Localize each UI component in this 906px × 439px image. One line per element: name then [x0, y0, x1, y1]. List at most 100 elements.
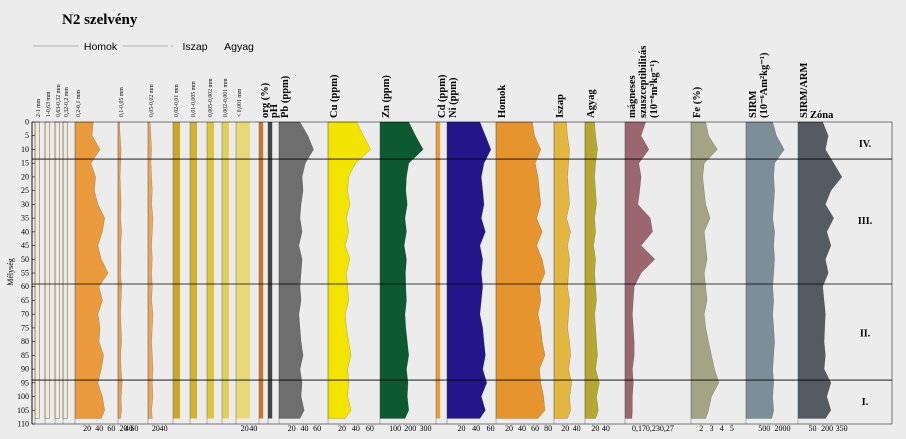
column-9: 0,005-0,002 mm	[206, 78, 214, 424]
x-tick-label: 40	[518, 424, 526, 433]
column-label: 1-0,63 mm	[46, 91, 52, 117]
profile-area	[690, 121, 720, 419]
column-label: 0,63-0,32 mm	[56, 84, 62, 117]
column-6: 0,05-0,02 mm 20 40	[147, 84, 168, 433]
group-label-bg	[217, 39, 261, 51]
column-label: Zn (ppm)	[381, 75, 392, 118]
column-10: 0,002-0,001 mm	[221, 78, 229, 424]
x-tick-label: 50	[809, 424, 817, 433]
group-label-bg	[78, 39, 123, 51]
column-7: 0,02-0,01 mm	[172, 84, 180, 424]
profile-area	[147, 121, 154, 419]
x-tick-label: 20	[458, 424, 466, 433]
column-19: Homok 20 40 60 80	[495, 85, 552, 433]
column-18: Ni (ppm) 20 40 60	[446, 77, 495, 433]
column-3: 0,32-0,2 mm	[62, 87, 70, 424]
x-tick-label: 60	[531, 424, 539, 433]
column-label: Fe (%)	[692, 86, 703, 118]
zone-header: Zóna	[810, 110, 834, 121]
profile-bar	[222, 122, 229, 419]
profile-bar	[259, 122, 264, 419]
column-label: 0,32-0,2 mm	[64, 87, 70, 117]
y-tick-label: 70	[21, 310, 29, 319]
y-tick-label: 75	[21, 323, 29, 332]
profile-bar	[44, 121, 50, 419]
x-tick-label: 40	[300, 424, 308, 433]
profile-area	[495, 121, 546, 419]
x-tick-label: 20	[241, 424, 249, 433]
y-tick-label: 10	[21, 145, 29, 154]
y-tick-label: 95	[21, 378, 29, 387]
column-label: 0,005-0,002 mm	[208, 78, 214, 117]
column-label: mágneses	[627, 75, 638, 118]
column-label: pH	[269, 104, 280, 118]
x-tick-label: 0,27	[660, 424, 674, 433]
column-13: pH	[267, 104, 280, 424]
x-tick-label: 20	[152, 424, 160, 433]
chart-title: N2 szelvény	[62, 12, 138, 28]
column-14: Pb (ppm) 20 40 60	[278, 75, 321, 433]
x-tick-label: 60	[107, 424, 115, 433]
x-tick-label: 3	[709, 424, 713, 433]
x-tick-label: 200	[821, 424, 833, 433]
column-label: Homok	[497, 85, 508, 118]
x-tick-label: 4	[720, 424, 724, 433]
x-tick-label: 20	[338, 424, 346, 433]
column-label: 0,002-0,001 mm	[223, 78, 229, 117]
x-tick-label: 500	[758, 424, 770, 433]
profile-area	[584, 121, 600, 419]
column-label: 0,1-0,05 mm	[119, 87, 125, 117]
x-tick-label: 40	[352, 424, 360, 433]
column-15: Cu (ppm) 20 40 60	[327, 74, 374, 433]
x-tick-label: 20	[83, 424, 91, 433]
y-tick-label: 0	[25, 118, 29, 127]
profile-area	[74, 121, 109, 419]
x-tick-label: 5	[730, 424, 734, 433]
x-tick-label: 0,17	[632, 424, 646, 433]
x-tick-label: 20	[288, 424, 296, 433]
column-label: 0,2-0,1 mm	[76, 90, 82, 117]
column-label: 2-1 mm	[36, 98, 42, 117]
column-22: mágneses szuszceptibilitás (10⁻⁸m³kg⁻¹) 0,1…	[624, 46, 674, 433]
y-tick-label: 65	[21, 296, 29, 305]
column-12: org (%)	[258, 82, 271, 424]
x-tick-label: 300	[419, 424, 431, 433]
x-tick-label: 40	[472, 424, 480, 433]
y-tick-label: 50	[21, 255, 29, 264]
column-label: szuszceptibilitás	[638, 46, 649, 118]
y-tick-label: 100	[17, 392, 29, 401]
y-tick-label: 25	[21, 186, 29, 195]
profile-bar	[436, 122, 441, 419]
x-tick-label: 40	[249, 424, 257, 433]
profile-area	[446, 121, 492, 419]
profile-area	[117, 121, 123, 419]
column-label: SIRM/ARM	[799, 62, 810, 118]
column-4: 0,2-0,1 mm 20 40 60	[74, 90, 115, 433]
zone-label: IV.	[859, 139, 872, 150]
y-tick-label: 30	[21, 200, 29, 209]
profile-area	[327, 121, 371, 419]
y-tick-label: 60	[21, 282, 29, 291]
y-tick-label: 90	[21, 365, 29, 374]
x-tick-label: 0,23	[646, 424, 660, 433]
x-tick-label: 60	[130, 424, 138, 433]
column-label: 0,02-0,01 mm	[174, 84, 180, 117]
x-tick-label: 20	[591, 424, 599, 433]
y-tick-label: 35	[21, 214, 29, 223]
zone-label: II.	[860, 328, 871, 339]
column-21: Agyag 20 40	[584, 89, 610, 433]
x-tick-label: 40	[95, 424, 103, 433]
x-tick-label: 350	[836, 424, 848, 433]
column-1: 1-0,63 mm	[44, 91, 52, 424]
column-label: 0,01-0,005 mm	[191, 81, 197, 117]
x-tick-label: 60	[313, 424, 321, 433]
profile-bar	[54, 121, 60, 419]
profile-area	[797, 121, 843, 419]
x-tick-label: 20	[505, 424, 513, 433]
profile-bar	[190, 122, 197, 419]
profile-bar	[236, 122, 250, 419]
x-tick-label: 40	[602, 424, 610, 433]
x-tick-label: 80	[544, 424, 552, 433]
column-label: (10⁻⁶Am²kg⁻¹)	[759, 52, 770, 118]
